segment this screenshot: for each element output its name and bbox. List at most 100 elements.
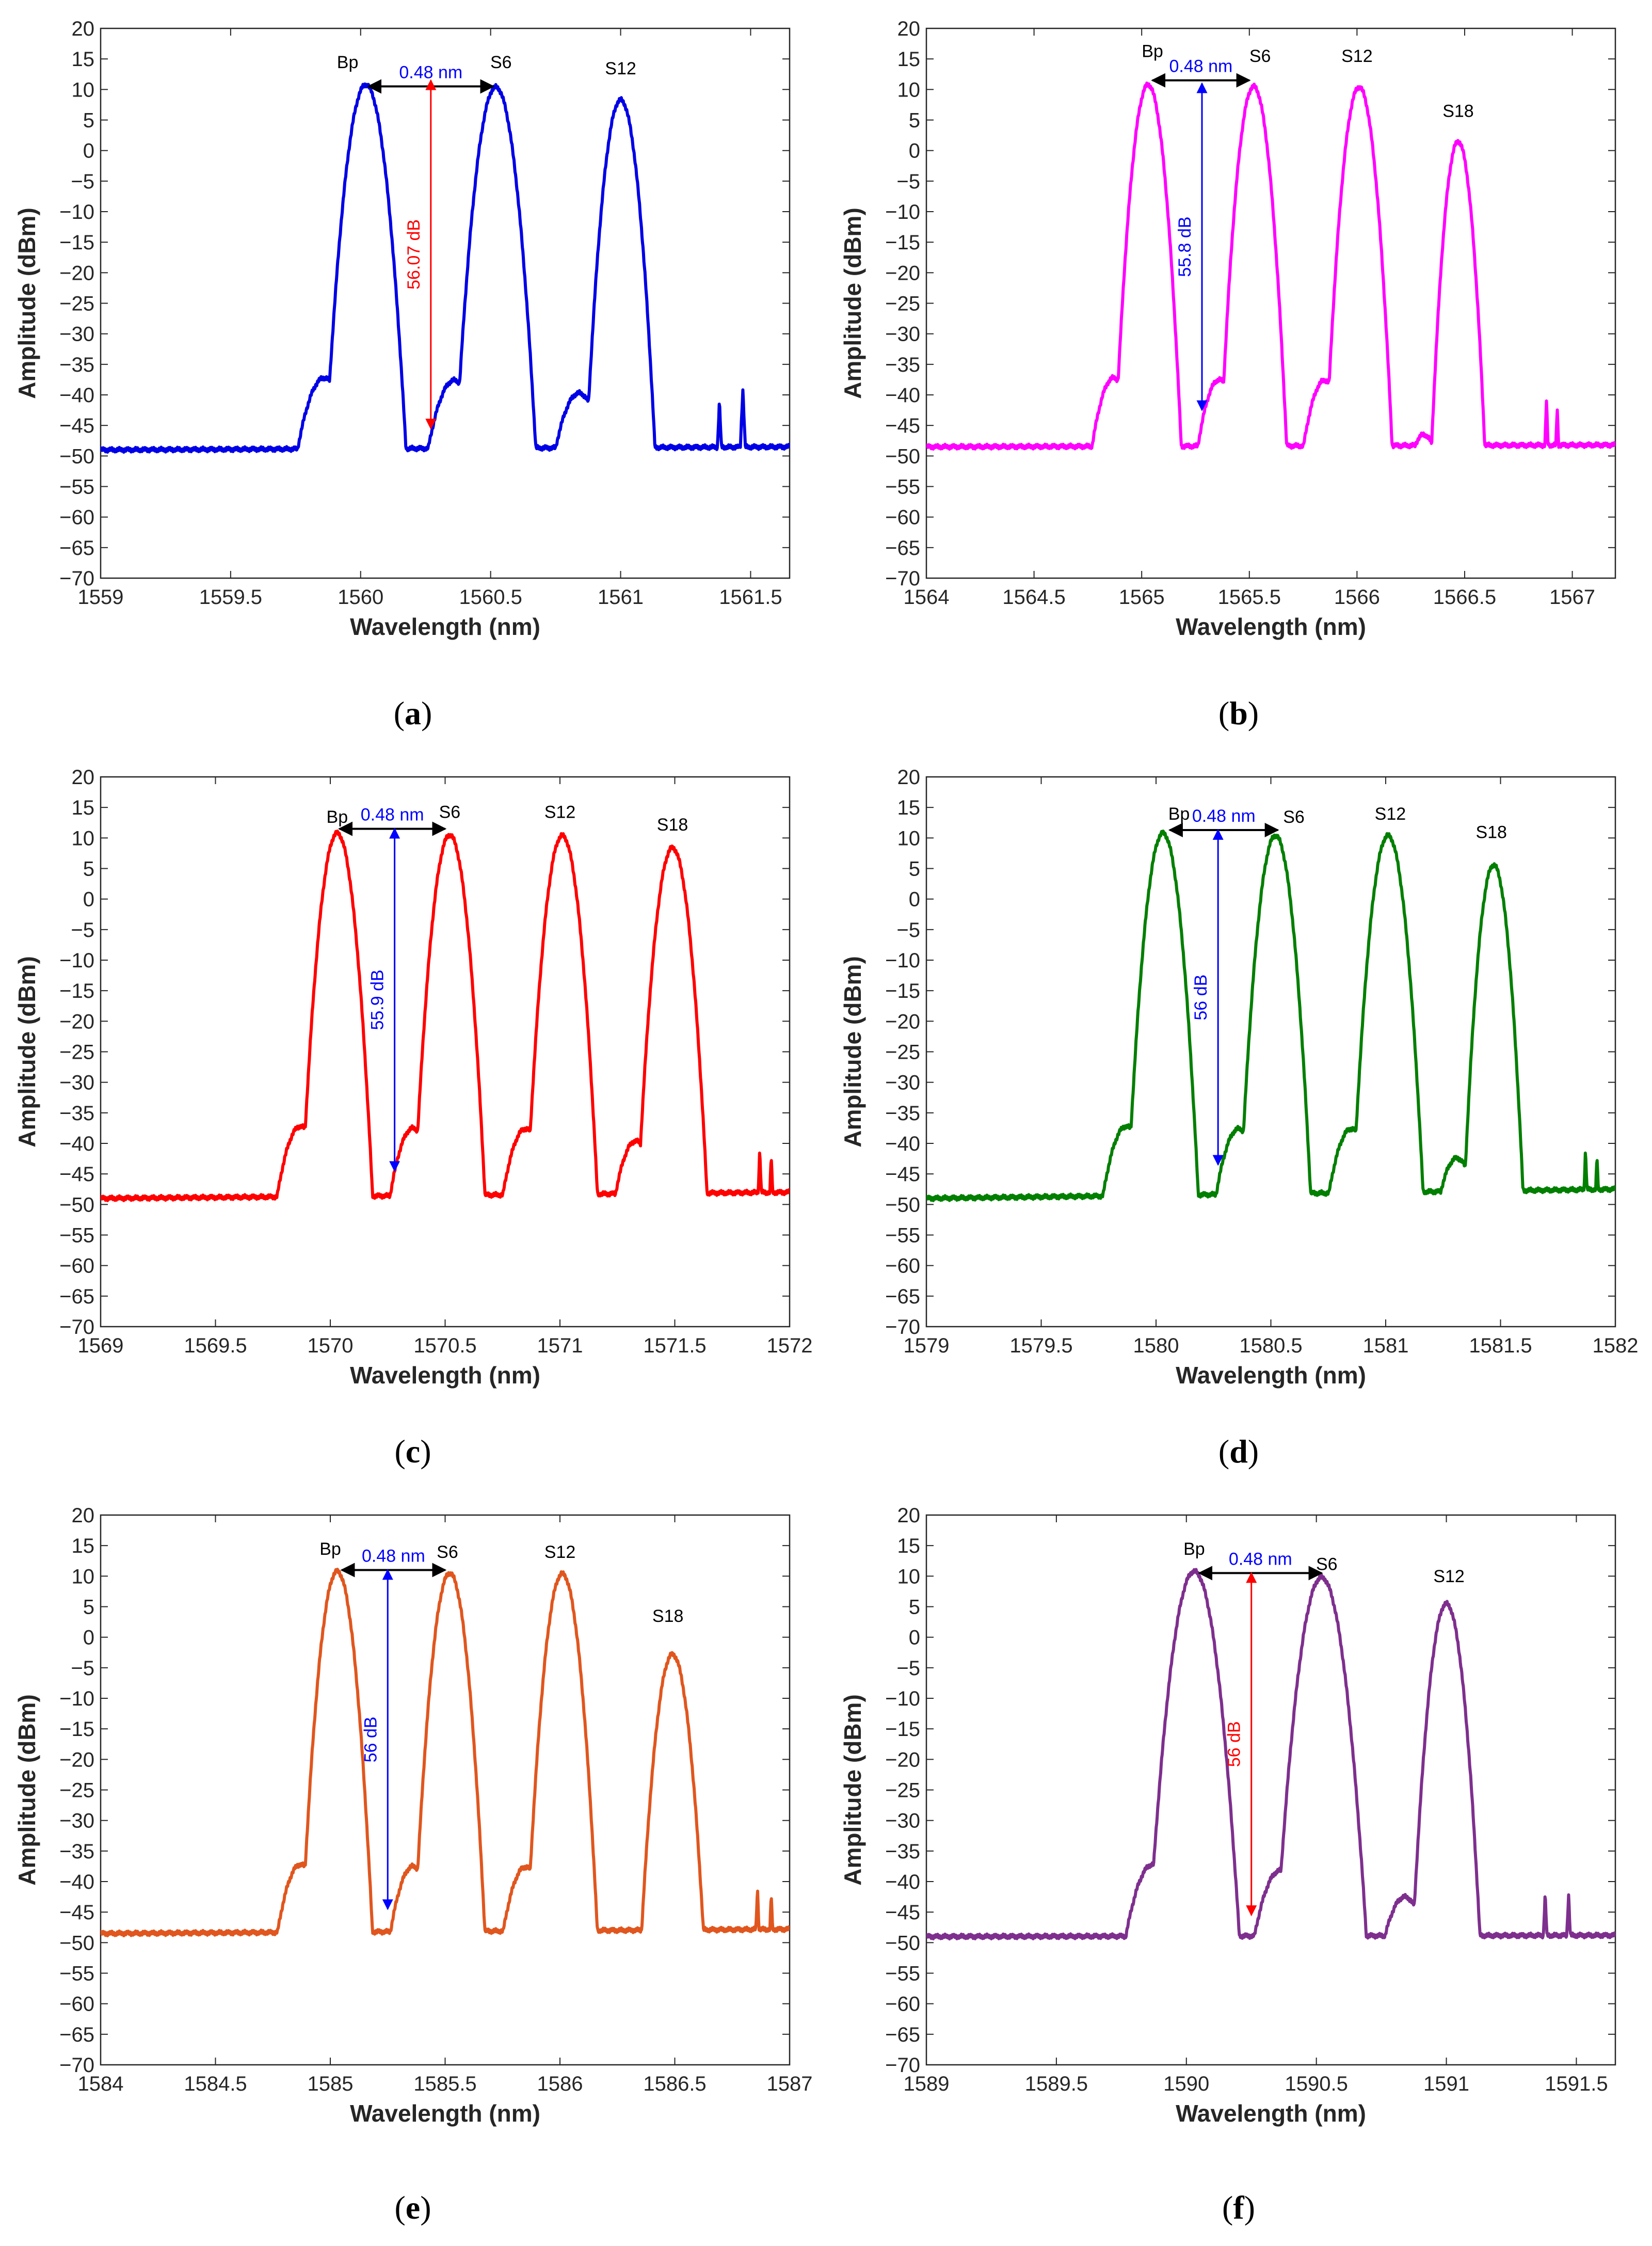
x-tick-label: 1560 xyxy=(338,586,383,609)
x-tick-label: 1564 xyxy=(904,586,950,609)
y-tick-label: −20 xyxy=(59,1748,94,1771)
y-tick-label: −30 xyxy=(59,323,94,346)
y-tick-label: −20 xyxy=(885,1010,920,1033)
spacing-label: 0.48 nm xyxy=(399,62,462,82)
y-tick-label: 10 xyxy=(897,78,921,101)
y-tick-label: −65 xyxy=(59,2024,94,2046)
y-tick-label: −15 xyxy=(59,231,94,254)
caption-e: (e) xyxy=(394,2189,431,2226)
y-tick-label: 20 xyxy=(72,18,95,40)
y-tick-label: −45 xyxy=(59,1901,94,1924)
y-tick-label: 10 xyxy=(897,1565,921,1588)
y-tick-label: −50 xyxy=(885,1193,920,1216)
y-tick-label: 5 xyxy=(909,1596,920,1619)
y-tick-label: −5 xyxy=(71,170,94,193)
peak-label: S12 xyxy=(605,59,636,78)
y-tick-label: −15 xyxy=(885,980,920,1002)
y-tick-label: −40 xyxy=(59,384,94,407)
y-tick-label: −60 xyxy=(59,1255,94,1278)
x-tick-label: 1584 xyxy=(78,2073,124,2095)
caption-f: (f) xyxy=(1222,2189,1255,2226)
y-tick-label: −30 xyxy=(885,1072,920,1094)
y-tick-label: −55 xyxy=(885,1963,920,1985)
peak-label: S6 xyxy=(1316,1555,1338,1574)
x-tick-label: 1560.5 xyxy=(459,586,522,609)
y-tick-label: −60 xyxy=(59,1993,94,2016)
y-tick-label: 15 xyxy=(72,797,95,819)
depth-label: 56 dB xyxy=(1225,1721,1244,1767)
y-tick-label: −5 xyxy=(896,1657,920,1680)
x-axis-label: Wavelength (nm) xyxy=(350,2100,540,2127)
x-tick-label: 1580.5 xyxy=(1239,1334,1302,1357)
x-tick-label: 1559 xyxy=(78,586,124,609)
peak-label: S12 xyxy=(1433,1567,1465,1586)
y-tick-label: −60 xyxy=(885,506,920,529)
spacing-label: 0.48 nm xyxy=(1192,806,1256,826)
chart-panel-a: −70−65−60−55−50−45−40−35−30−25−20−15−10−… xyxy=(13,18,791,640)
y-tick-label: 5 xyxy=(83,1596,94,1619)
y-tick-label: −65 xyxy=(885,537,920,560)
x-tick-label: 1586 xyxy=(537,2073,583,2095)
y-tick-label: 10 xyxy=(72,827,95,850)
y-axis-label: Amplitude (dBm) xyxy=(13,1694,40,1886)
y-tick-label: 0 xyxy=(83,1627,94,1649)
plot-area xyxy=(100,1514,791,2066)
y-tick-label: 15 xyxy=(897,797,921,819)
spacing-label: 0.48 nm xyxy=(362,1547,425,1566)
x-tick-label: 1566 xyxy=(1334,586,1380,609)
peak-label: Bp xyxy=(337,53,359,72)
x-tick-label: 1565 xyxy=(1119,586,1165,609)
y-tick-label: −40 xyxy=(59,1871,94,1893)
x-tick-label: 1572 xyxy=(767,1334,813,1357)
x-tick-label: 1587 xyxy=(767,2073,813,2095)
x-tick-label: 1571 xyxy=(537,1334,583,1357)
y-tick-label: −10 xyxy=(885,201,920,224)
peak-label: S6 xyxy=(490,53,512,72)
spacing-label: 0.48 nm xyxy=(1169,57,1232,76)
spacing-label: 0.48 nm xyxy=(361,805,424,825)
y-axis-label: Amplitude (dBm) xyxy=(13,956,40,1148)
peak-label: S6 xyxy=(1249,46,1271,66)
y-tick-label: −50 xyxy=(59,1193,94,1216)
y-tick-label: 10 xyxy=(72,78,95,101)
y-tick-label: −35 xyxy=(59,1102,94,1125)
spectrum-line xyxy=(101,830,790,1202)
y-tick-label: −10 xyxy=(59,1687,94,1710)
y-tick-label: −25 xyxy=(59,1041,94,1064)
x-tick-label: 1585 xyxy=(308,2073,354,2095)
y-tick-label: −35 xyxy=(885,354,920,376)
caption-c: (c) xyxy=(394,1433,431,1470)
x-tick-label: 1579 xyxy=(904,1334,950,1357)
y-tick-label: −60 xyxy=(885,1255,920,1278)
spectrum-line xyxy=(926,81,1615,451)
peak-label: Bp xyxy=(319,1539,341,1559)
y-tick-label: 10 xyxy=(72,1565,95,1588)
peak-label: S6 xyxy=(1283,807,1305,827)
x-tick-label: 1570 xyxy=(308,1334,354,1357)
y-tick-label: 15 xyxy=(897,48,921,71)
y-axis-label: Amplitude (dBm) xyxy=(839,208,866,399)
y-axis-label: Amplitude (dBm) xyxy=(839,956,866,1148)
spacing-label: 0.48 nm xyxy=(1229,1549,1292,1569)
y-tick-label: −30 xyxy=(59,1810,94,1833)
y-tick-label: −40 xyxy=(59,1133,94,1155)
y-tick-label: 0 xyxy=(83,140,94,163)
y-tick-label: −5 xyxy=(71,919,94,942)
y-tick-label: −55 xyxy=(59,1963,94,1985)
y-tick-label: −60 xyxy=(885,1993,920,2016)
y-tick-label: 20 xyxy=(72,766,95,789)
y-tick-label: −50 xyxy=(885,445,920,468)
x-tick-label: 1570.5 xyxy=(413,1334,476,1357)
y-tick-label: −70 xyxy=(885,1316,920,1339)
y-tick-label: −5 xyxy=(71,1657,94,1680)
plot-area xyxy=(100,776,791,1328)
x-tick-label: 1559.5 xyxy=(199,586,262,609)
x-tick-label: 1589 xyxy=(904,2073,950,2095)
y-tick-label: −60 xyxy=(59,506,94,529)
x-tick-label: 1580 xyxy=(1133,1334,1179,1357)
depth-label: 56.07 dB xyxy=(404,219,424,290)
peak-label: S12 xyxy=(1341,46,1373,66)
x-tick-label: 1561.5 xyxy=(719,586,782,609)
depth-label: 56 dB xyxy=(361,1716,380,1762)
y-tick-label: −55 xyxy=(59,476,94,499)
